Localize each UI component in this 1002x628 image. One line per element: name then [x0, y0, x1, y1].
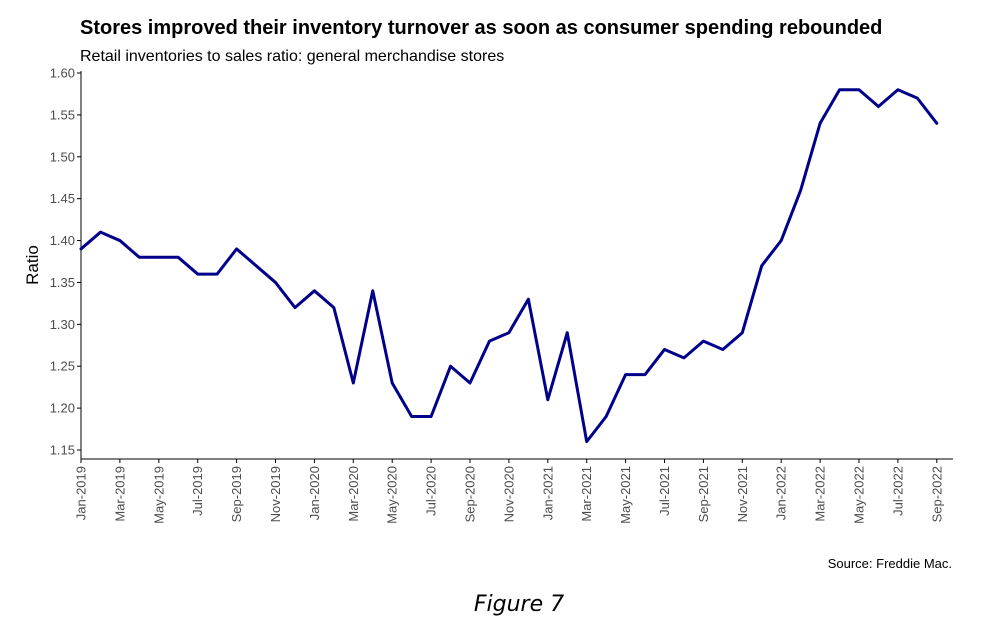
x-tick-label: May-2019 [151, 466, 166, 524]
y-axis-title: Ratio [23, 245, 42, 285]
y-tick-label: 1.40 [50, 233, 75, 248]
x-tick-label: Jul-2019 [190, 466, 205, 516]
y-tick-label: 1.20 [50, 401, 75, 416]
y-tick-label: 1.15 [50, 443, 75, 458]
y-tick-label: 1.45 [50, 191, 75, 206]
x-tick-label: May-2020 [385, 466, 400, 524]
y-tick-label: 1.55 [50, 107, 75, 122]
x-tick-label: Nov-2021 [735, 466, 750, 522]
chart-title: Stores improved their inventory turnover… [80, 17, 882, 39]
x-tick-label: Jul-2020 [424, 466, 439, 516]
x-tick-label: Jan-2020 [307, 466, 322, 520]
x-tick-label: Sep-2020 [463, 466, 478, 522]
y-tick-label: 1.25 [50, 359, 75, 374]
x-tick-label: Mar-2021 [579, 466, 594, 522]
x-tick-label: Jul-2021 [657, 466, 672, 516]
x-tick-label: May-2021 [618, 466, 633, 524]
source-note: Source: Freddie Mac. [828, 556, 952, 571]
x-tick-label: Nov-2019 [268, 466, 283, 522]
x-tick-label: Sep-2019 [229, 466, 244, 522]
x-tick-label: Jan-2019 [74, 466, 89, 520]
series-line [79, 88, 939, 444]
y-tick-label: 1.35 [50, 275, 75, 290]
x-tick-label: Mar-2019 [112, 466, 127, 522]
y-tick-label: 1.30 [50, 317, 75, 332]
x-tick-label: Sep-2021 [696, 466, 711, 522]
x-tick-label: Sep-2022 [929, 466, 944, 522]
chart-subtitle: Retail inventories to sales ratio: gener… [80, 48, 504, 65]
y-tick-label: 1.60 [50, 66, 75, 81]
y-tick-label: 1.50 [50, 149, 75, 164]
x-tick-label: Mar-2020 [346, 466, 361, 522]
x-tick-label: May-2022 [852, 466, 867, 524]
plot-area: 1.15 1.20 1.25 1.30 1.35 1.40 1.45 1.50 1.55 1.60… [50, 66, 953, 524]
x-tick-label: Mar-2022 [813, 466, 828, 522]
x-tick-label: Nov-2020 [501, 466, 516, 522]
x-tick-label: Jan-2022 [774, 466, 789, 520]
x-tick-label: Jan-2021 [540, 466, 555, 520]
x-tick-label: Jul-2022 [890, 466, 905, 516]
figure-caption: Figure 7 [474, 592, 564, 617]
